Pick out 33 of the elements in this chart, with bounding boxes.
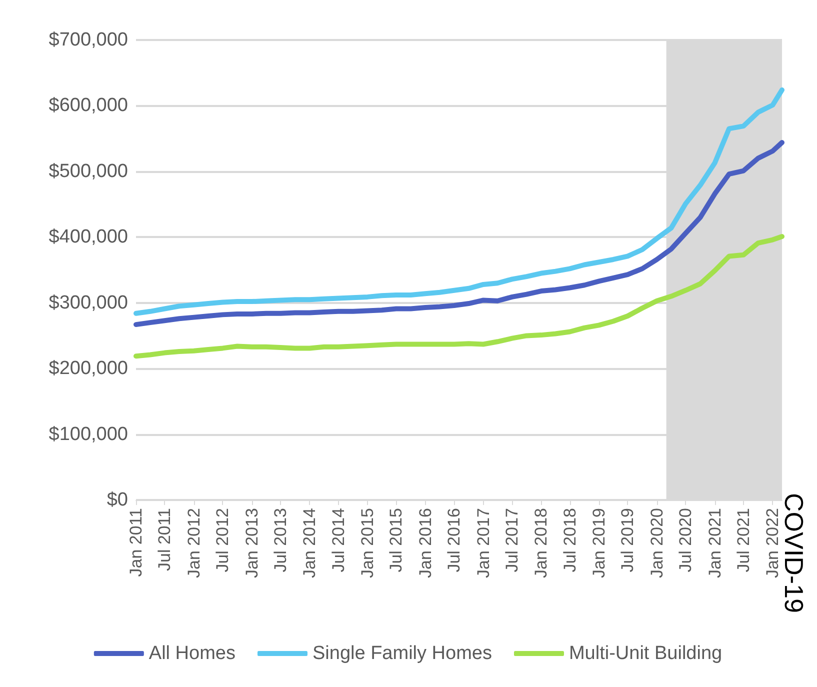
x-tick-label: Jul 2018: [560, 508, 580, 572]
legend-label: Single Family Homes: [312, 643, 492, 664]
x-tick-label: Jan 2015: [358, 508, 377, 578]
y-tick-label: $400,000: [48, 226, 128, 248]
x-tick-label: Jul 2011: [155, 508, 174, 572]
x-tick-label: Jul 2014: [328, 508, 348, 572]
x-tick-label: Jul 2021: [734, 508, 753, 572]
y-tick-label: $600,000: [48, 95, 128, 116]
legend-label: Multi-Unit Building: [568, 643, 722, 664]
x-tick-label: Jan 2017: [474, 508, 493, 578]
y-tick-label: $500,000: [48, 160, 128, 182]
x-tick-label: Jul 2020: [676, 508, 696, 572]
x-tick-label: Jul 2013: [271, 508, 290, 572]
y-tick-label: $300,000: [48, 292, 128, 314]
x-tick-label: Jan 2016: [416, 508, 435, 578]
y-tick-label: $700,000: [48, 30, 128, 50]
x-tick-label: Jan 2012: [184, 508, 204, 578]
x-tick-label: Jul 2019: [618, 508, 638, 572]
x-tick-label: Jan 2018: [532, 508, 551, 578]
y-tick-label: $100,000: [48, 424, 128, 445]
legend-label: All Homes: [148, 643, 236, 664]
y-tick-label: $200,000: [48, 358, 128, 380]
x-tick-label: Jan 2020: [647, 508, 666, 578]
x-tick-label: Jul 2017: [502, 508, 522, 572]
x-tick-label: Jan 2011: [126, 508, 146, 577]
x-tick-label: Jul 2012: [213, 508, 232, 572]
x-tick-label: Jan 2013: [242, 508, 262, 578]
x-tick-label: Jan 2014: [300, 508, 320, 578]
x-tick-label: Jan 2021: [705, 508, 724, 578]
y-tick-label: $0: [106, 490, 128, 510]
x-tick-label: Jul 2016: [444, 508, 464, 572]
x-tick-label: Jul 2015: [386, 508, 406, 572]
x-tick-label: Jan 2019: [589, 508, 608, 578]
